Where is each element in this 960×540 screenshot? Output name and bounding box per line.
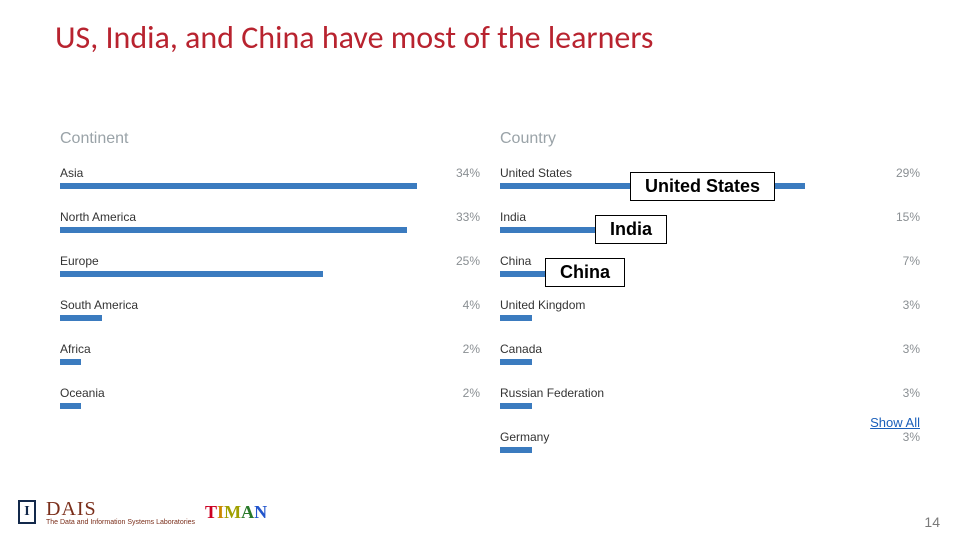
bar-label: Germany — [500, 430, 549, 444]
bar-row: Europe 25% — [60, 254, 480, 288]
show-all-link[interactable]: Show All — [870, 415, 920, 430]
dais-subtext: The Data and Information Systems Laborat… — [46, 519, 195, 526]
bar-row: United Kingdom 3% — [500, 298, 920, 332]
continent-rows: Asia 34% North America 33% Europe 25% South Am… — [60, 166, 480, 420]
bar-percent: 29% — [896, 166, 920, 180]
slide: US, India, and China have most of the le… — [0, 0, 960, 540]
bar-label: Oceania — [60, 386, 105, 400]
charts-container: Continent Asia 34% North America 33% Europe 2… — [60, 130, 920, 474]
bar-row: Africa 2% — [60, 342, 480, 376]
bar-percent: 2% — [463, 342, 480, 356]
bar-fill — [500, 359, 532, 365]
bar-fill — [500, 447, 532, 453]
dais-logo: DAIS The Data and Information Systems La… — [46, 498, 195, 526]
bar-fill — [60, 315, 102, 321]
bar-row: Canada 3% — [500, 342, 920, 376]
country-title: Country — [500, 130, 920, 148]
bar-fill — [60, 403, 81, 409]
bar-row: Germany 3% — [500, 430, 920, 464]
bar-row: North America 33% — [60, 210, 480, 244]
page-title: US, India, and China have most of the le… — [55, 18, 653, 57]
bar-row: Russian Federation 3% — [500, 386, 920, 420]
bar-label: South America — [60, 298, 138, 312]
continent-panel: Continent Asia 34% North America 33% Europe 2… — [60, 130, 480, 474]
bar-row: India 15% — [500, 210, 920, 244]
callout-box: China — [545, 258, 625, 287]
bar-label: United States — [500, 166, 572, 180]
bar-label: North America — [60, 210, 136, 224]
bar-row: Asia 34% — [60, 166, 480, 200]
bar-label: Europe — [60, 254, 99, 268]
footer-logos: I DAIS The Data and Information Systems … — [18, 498, 267, 526]
bar-fill — [60, 271, 323, 277]
bar-label: Canada — [500, 342, 542, 356]
bar-fill — [60, 227, 407, 233]
bar-label: United Kingdom — [500, 298, 585, 312]
bar-percent: 3% — [903, 386, 920, 400]
country-rows: United States 29% India 15% China 7% United Ki… — [500, 166, 920, 464]
bar-percent: 3% — [903, 342, 920, 356]
timan-logo: TIMAN — [205, 502, 267, 523]
bar-percent: 4% — [463, 298, 480, 312]
continent-title: Continent — [60, 130, 480, 148]
bar-label: India — [500, 210, 526, 224]
bar-fill — [60, 359, 81, 365]
bar-percent: 2% — [463, 386, 480, 400]
page-number: 14 — [924, 514, 940, 530]
bar-label: Russian Federation — [500, 386, 604, 400]
bar-percent: 3% — [903, 298, 920, 312]
bar-fill — [60, 183, 417, 189]
bar-percent: 15% — [896, 210, 920, 224]
bar-fill — [500, 315, 532, 321]
bar-row: South America 4% — [60, 298, 480, 332]
dais-text: DAIS — [46, 498, 97, 520]
bar-percent: 25% — [456, 254, 480, 268]
bar-percent: 7% — [903, 254, 920, 268]
illinois-logo-icon: I — [18, 500, 36, 524]
bar-percent: 34% — [456, 166, 480, 180]
callout-box: United States — [630, 172, 775, 201]
bar-label: China — [500, 254, 531, 268]
bar-row: Oceania 2% — [60, 386, 480, 420]
callout-box: India — [595, 215, 667, 244]
bar-label: Asia — [60, 166, 83, 180]
bar-label: Africa — [60, 342, 91, 356]
bar-percent: 3% — [903, 430, 920, 444]
bar-fill — [500, 403, 532, 409]
bar-percent: 33% — [456, 210, 480, 224]
